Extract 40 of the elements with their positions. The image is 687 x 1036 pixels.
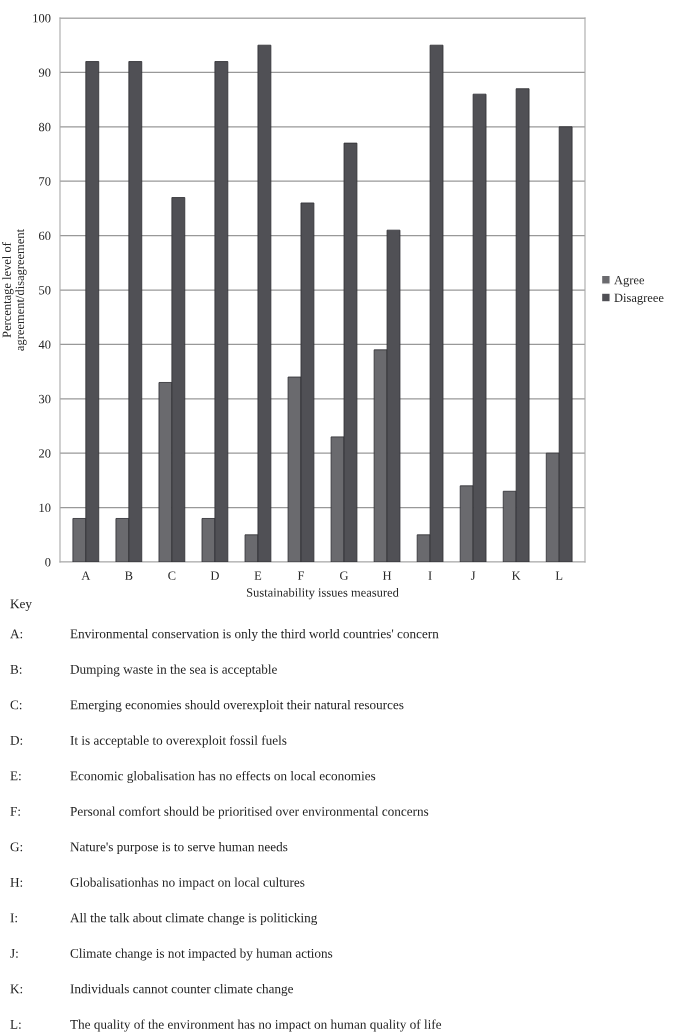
text: Key xyxy=(10,599,32,611)
text: I: All the talk about climate change is politicking xyxy=(10,913,318,925)
x-tick-label: H xyxy=(382,571,392,580)
text: J: Climate change is not impacted by human actions xyxy=(10,948,333,961)
text: F: Personal comfort should be prioritised over environmental concerns xyxy=(10,806,429,819)
text: B: Dumping waste in the sea is acceptable xyxy=(10,664,277,677)
y-tick-label: 40 xyxy=(38,340,51,349)
y-tick-label: 10 xyxy=(39,503,51,513)
y-tick-label: 30 xyxy=(39,394,51,404)
legend-label: Agree xyxy=(614,275,645,287)
text: K: Individuals cannot counter climate change xyxy=(10,984,294,996)
text: G: Nature's purpose is to serve human needs xyxy=(10,842,288,854)
x-tick-label: B xyxy=(125,571,133,580)
x-tick-label: C xyxy=(168,571,176,580)
x-tick-label: I xyxy=(428,571,432,580)
text: H: Globalisationhas no impact on local cultures xyxy=(10,877,305,890)
y-axis-title: Percentage level of agreement/disagreement xyxy=(2,228,27,351)
text: E: Economic globalisation has no effects on local economies xyxy=(10,770,376,784)
y-tick-label: 50 xyxy=(39,286,51,295)
x-tick-label: K xyxy=(511,571,521,580)
y-tick-label: 70 xyxy=(39,177,51,186)
text: C: Emerging economies should overexploit their natural resources xyxy=(10,700,404,712)
x-tick-label: D xyxy=(210,571,219,580)
y-tick-label: 90 xyxy=(38,68,51,77)
y-tick-label: 60 xyxy=(39,231,51,241)
x-tick-label: A xyxy=(81,571,91,580)
x-tick-label: G xyxy=(340,571,349,580)
x-tick-label: J xyxy=(470,571,476,580)
text: D: It is acceptable to overexploit fossil fuels xyxy=(10,735,287,748)
y-tick-label: 80 xyxy=(38,122,51,132)
y-tick-label: 20 xyxy=(39,449,51,458)
text: L: The quality of the environment has no impact on human quality of life xyxy=(10,1019,442,1032)
x-tick-label: L xyxy=(555,571,563,580)
text: A: Environmental conservation is only the third world countries' concern xyxy=(10,629,439,641)
x-tick-label: E xyxy=(254,571,262,580)
x-axis-title: Sustainability issues measured xyxy=(246,587,399,600)
x-tick-label: F xyxy=(297,571,305,580)
y-tick-label: 100 xyxy=(33,14,51,23)
legend-label: Disagreee xyxy=(614,293,664,305)
y-tick-label: 0 xyxy=(45,558,51,567)
